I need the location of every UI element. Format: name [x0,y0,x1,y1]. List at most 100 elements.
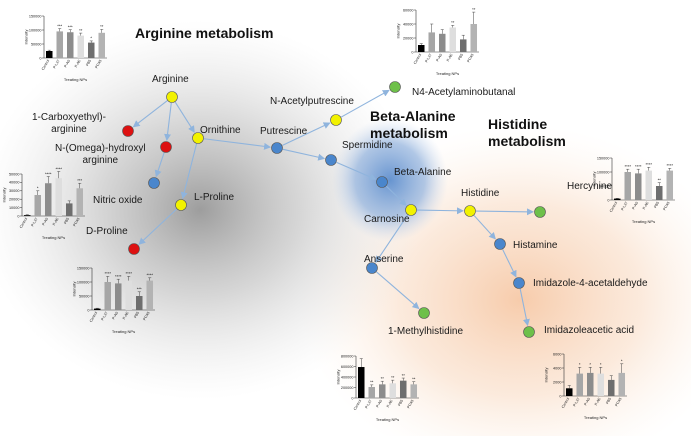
significance-label: * [589,362,591,367]
edge-anserine-to-methylhistidine [376,271,420,310]
category-label: PB5 [133,311,140,319]
edge-histamine-to-imidazole_acetaldehyde [502,249,517,278]
node-d-proline [128,243,140,255]
significance-label: ** [100,24,104,29]
chart-imidazoleacetic-acid: 0 2000 4000 6000 Intensity Control * P-L37 * P-AS… [544,348,630,420]
significance-label: * [37,186,39,191]
category-label: P-AS [63,58,71,68]
metabolite-label-arginine: Arginine [152,74,189,85]
chart-hercynine: 0 50000 100000 150000 Intensity Control **** P-… [592,152,678,224]
metabolite-label-l-proline: L-Proline [194,192,235,203]
significance-label: ** [370,380,374,385]
node-beta-alanine [376,176,388,188]
node-n-acetylputrescine [330,114,342,126]
category-label: PB5 [457,53,464,61]
pathway-nodes [122,81,546,338]
category-label: P-AS [41,216,49,226]
bar [645,170,653,200]
significance-label: **** [624,164,631,169]
category-label: PCA5 [662,201,670,211]
edge-histidine-to-histamine [473,215,496,240]
category-label: PB5 [397,399,404,407]
node-anserine [366,262,378,274]
significance-label: **** [104,271,111,276]
y-tick-label: 40000 [403,22,414,26]
y-tick-label: 200000 [341,386,354,390]
edge-ornithine-to-l_proline [180,143,198,200]
y-tick-label: 0 [87,308,89,312]
metabolite-label-n4-acetylaminobutanal: N4-Acetylaminobutanal [412,87,516,98]
category-label: PCA5 [72,217,80,227]
node-spermidine [325,154,337,166]
category-label: Control [413,53,422,65]
category-label: Control [19,217,28,229]
bar [93,308,101,310]
bar [586,372,594,396]
category-label: P-AS [111,310,119,320]
pathway-edges [132,89,535,327]
bar-chart: 0 50000 100000 150000 Intensity Control **** P-… [72,266,155,334]
omega-hydroxyl-arginine-line-2: arginine [82,155,119,166]
edge-histidine-to-hercynine [475,208,535,216]
y-tick-label: 50000 [599,184,610,188]
edge-omega_hydroxyl_arginine-to-nitric_oxide [154,152,165,178]
significance-label: ** [402,373,406,378]
bar [607,379,615,396]
category-label: P-AS [631,200,639,210]
edge-l_proline-to-d_proline [138,208,177,245]
category-label: PCA5 [466,53,474,63]
y-tick-label: 0 [351,396,353,400]
category-label: Control [561,397,570,409]
y-tick-label: 600000 [341,365,354,369]
category-label: P-AE [446,52,454,62]
node-methylhistidine [418,307,430,319]
bar-chart: 0 2000 4000 6000 Intensity Control * P-L37 * P-AS… [544,352,627,420]
x-axis-label: Treating NPs [436,71,459,76]
metabolite-label-anserine: Anserine [364,254,404,265]
bar-chart: 0 10000 20000 30000 40000 50000 Intensity Contr… [2,166,85,240]
significance-label: ** [391,375,395,380]
bar [565,388,573,396]
node-carboxyethyl-arginine [122,125,134,137]
bar [76,188,84,216]
bar [65,203,73,216]
y-tick-label: 150000 [29,14,42,18]
y-axis-label: Intensity [336,370,341,385]
bar [55,178,63,216]
significance-label: *** [137,287,142,292]
arginine-metabolism-title: Arginine metabolism [135,25,274,41]
significance-label: ** [472,7,476,12]
metabolite-label-histidine: Histidine [461,188,500,199]
category-label: PCA5 [142,311,150,321]
category-label: PB5 [63,217,70,225]
category-label: P-AE [594,396,602,406]
category-label: P-L37 [30,217,38,227]
significance-label: *** [57,23,62,28]
edge-spermidine-to-beta_alanine [336,161,377,181]
significance-label: * [90,36,92,41]
omega-hydroxyl-arginine-line-1: N-(Omega)-hydroxyl [55,143,146,154]
metabolite-label-1-methylhistidine: 1-Methylhistidine [388,326,464,337]
node-arginine [166,91,178,103]
bar [34,195,42,216]
category-label: PCA5 [406,399,414,409]
bar [77,35,85,58]
bar [459,39,467,52]
y-tick-label: 20000 [9,198,20,202]
beta-alanine-title-line-1: Beta-Alanine [370,108,456,124]
bar [66,32,74,58]
edge-n_acetylputrescine-to-n4_acetylaminobutanal [340,89,390,118]
significance-label: ** [451,20,455,25]
edge-arginine-to-omega_hydroxyl_arginine [164,102,172,142]
significance-label: **** [645,162,652,167]
category-label: Control [41,59,50,71]
beta-alanine-title-line-2: metabolism [370,125,448,141]
significance-label: **** [125,271,132,276]
significance-label: ** [79,28,83,33]
node-imidazoleacetic-acid [523,326,535,338]
edge-ornithine-to-putrescine [203,138,272,150]
bar [104,282,112,310]
y-tick-label: 50000 [79,294,90,298]
edge-arginine-to-carboxyethyl_arginine [132,100,168,128]
